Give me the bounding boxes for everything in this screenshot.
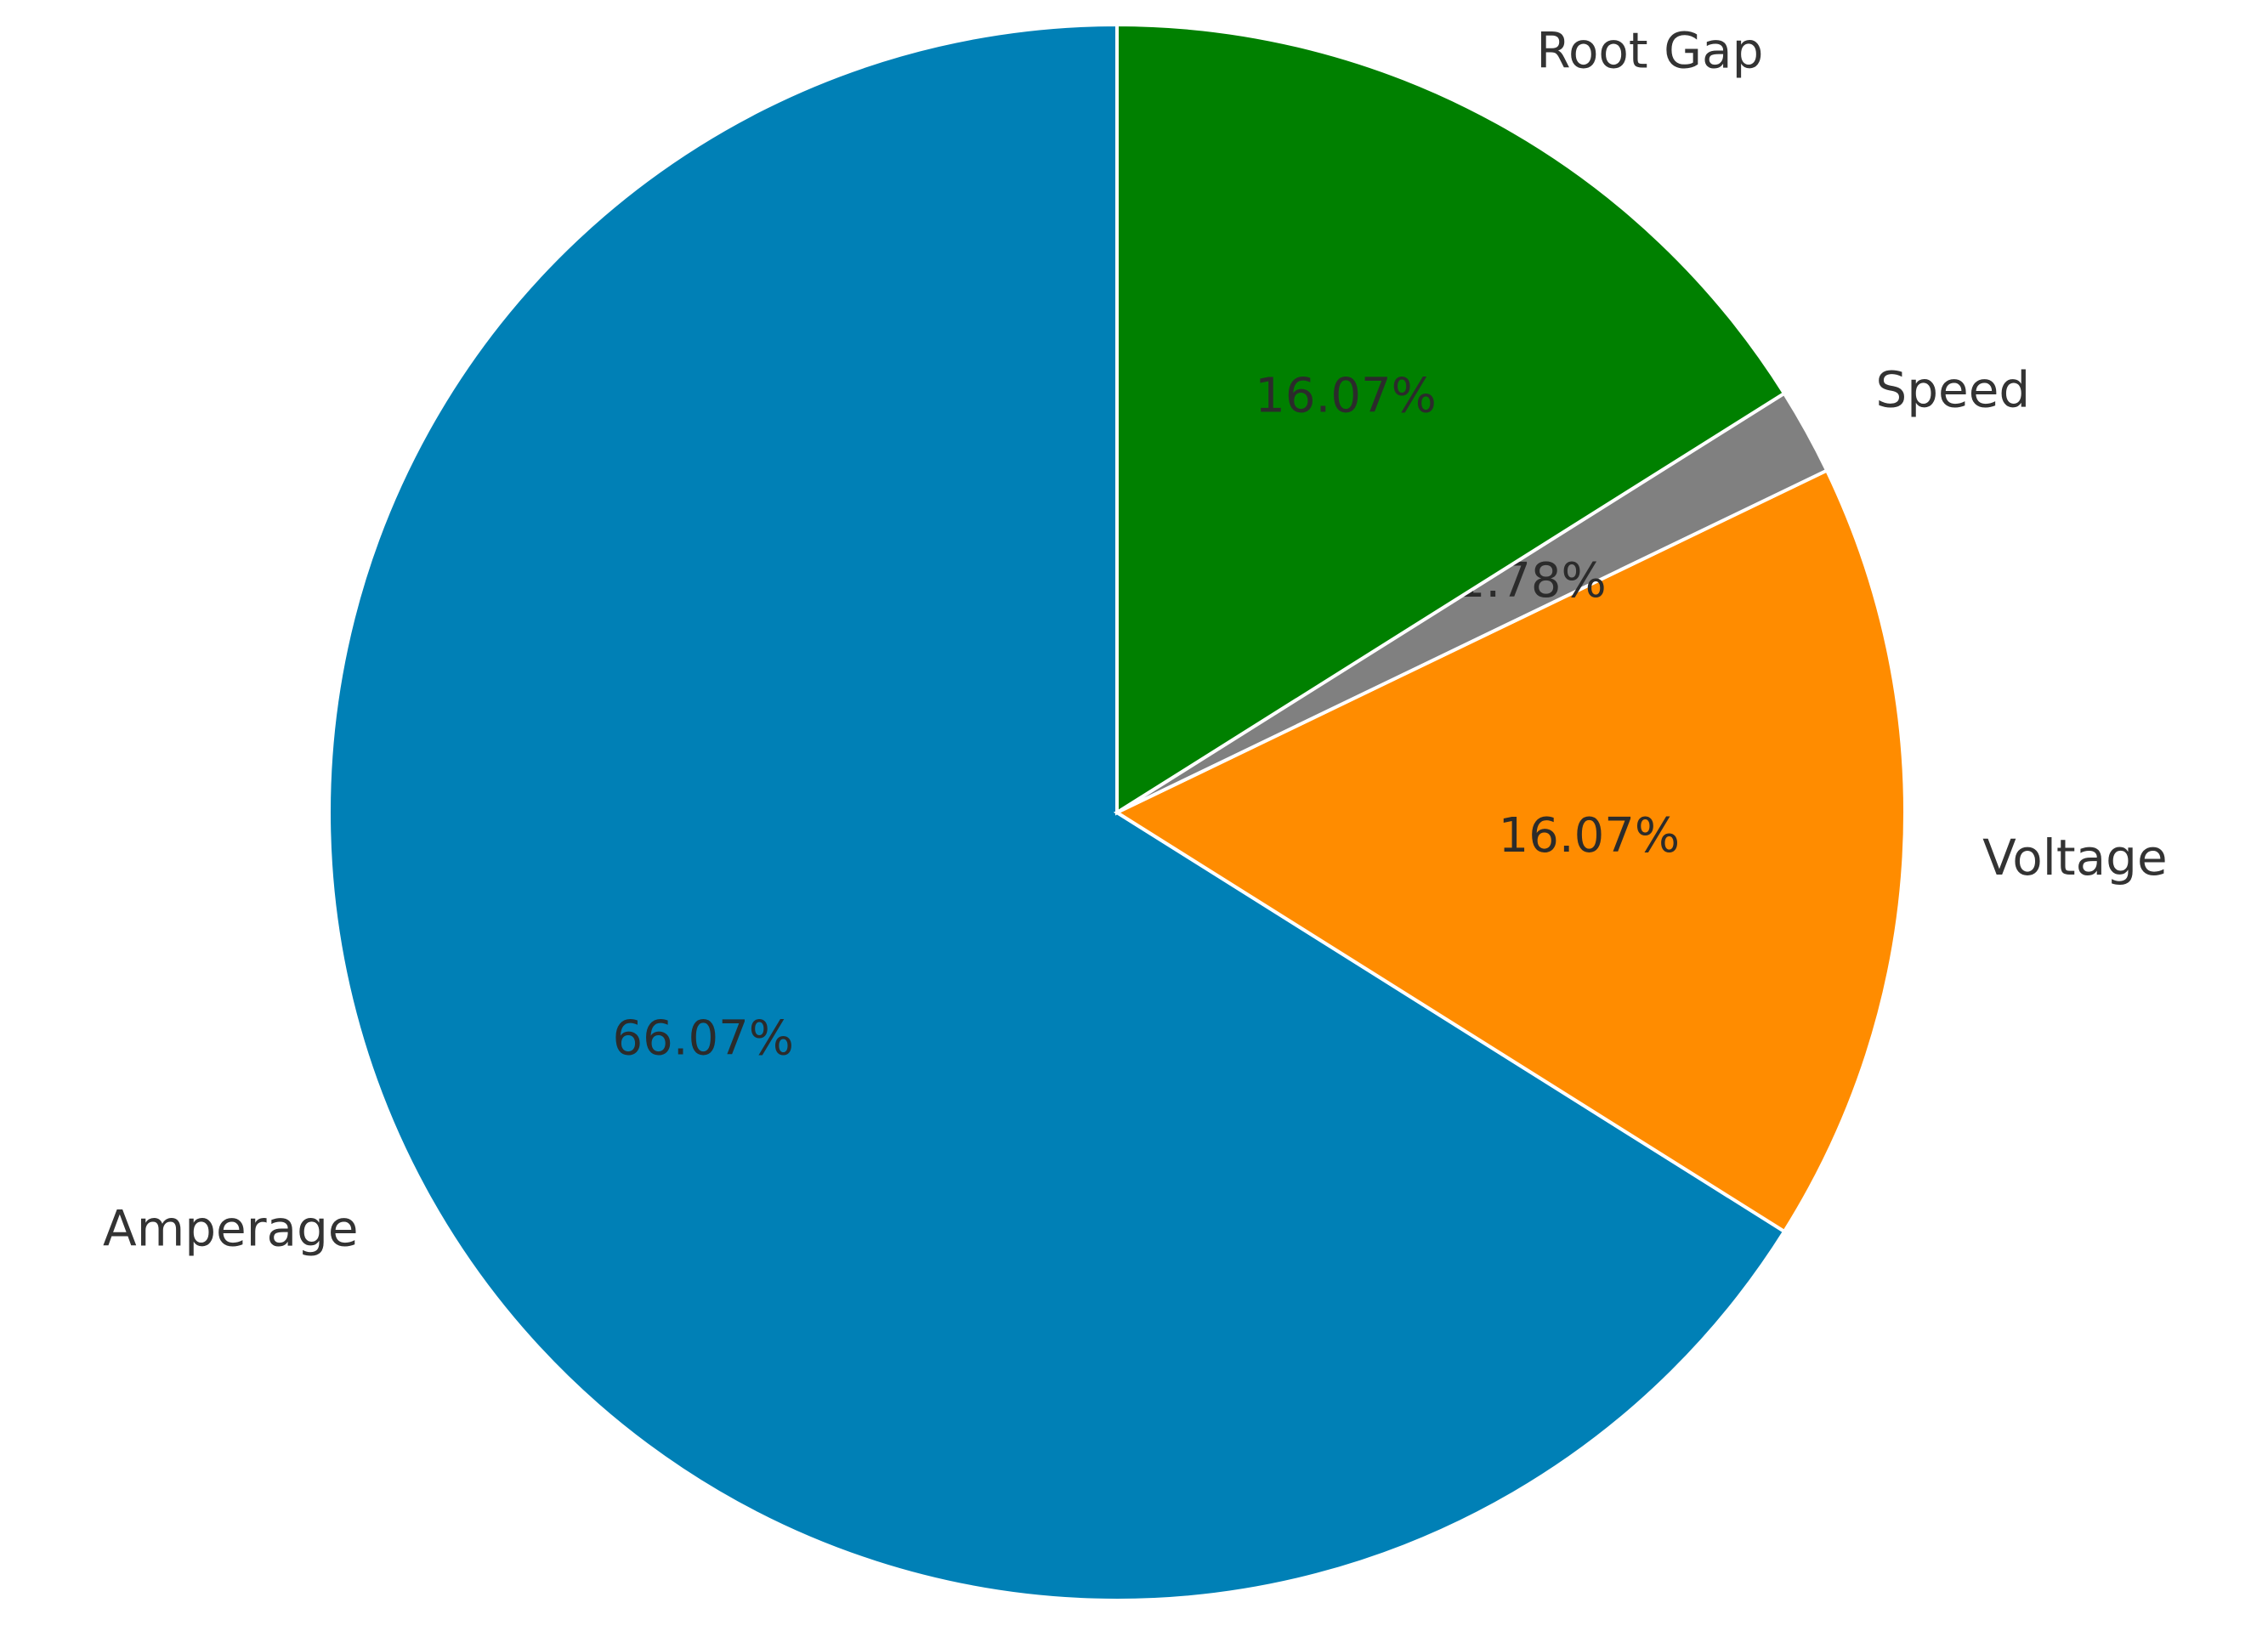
pie-slice: [1113, 467, 1907, 1234]
slice-percent: 66.07%: [612, 1011, 794, 1066]
slice-label: Speed: [1875, 361, 2030, 419]
slice-label: Amperage: [103, 1200, 359, 1258]
slice-percent: 16.07%: [1499, 808, 1681, 864]
pie-slice: [1115, 22, 1787, 816]
slice-label: Root Gap: [1536, 22, 1763, 80]
slice-label: Voltage: [1982, 829, 2168, 886]
pie-slice: [327, 22, 1787, 1602]
slice-percent: 16.07%: [1255, 368, 1437, 423]
